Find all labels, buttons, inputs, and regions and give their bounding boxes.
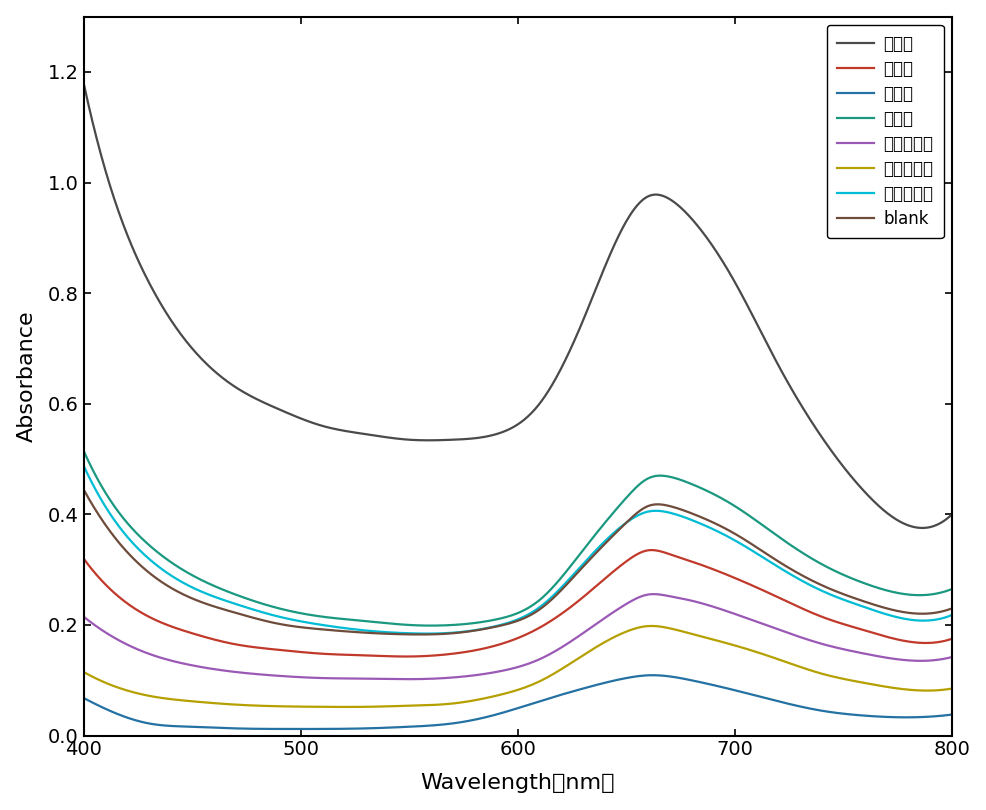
Line: 氯离子: 氯离子 [84,451,951,625]
组氨酸 [915,523,927,533]
渴离子 [645,545,657,555]
硫酸根离子 [647,589,659,599]
氯离子 [167,558,178,568]
硫酸根离子 [755,619,767,629]
碳酸根离子 [675,626,687,636]
Line: 渴离子: 渴离子 [84,550,951,657]
碳酸根离子 [755,649,767,659]
blank [770,556,782,565]
氟离子 [755,693,767,702]
硫酸根离子 [400,674,412,684]
渴离子 [771,592,783,602]
渴离子 [429,650,441,660]
Legend: 组氨酸, 渴离子, 氟离子, 氯离子, 硫酸根离子, 碳酸根离子, 确酸根离子, blank: 组氨酸, 渴离子, 氟离子, 氯离子, 硫酸根离子, 碳酸根离子, 确酸根离子,… [826,25,943,238]
碳酸根离子 [429,700,441,710]
确酸根离子 [674,511,686,521]
渴离子 [78,554,90,564]
硫酸根离子 [78,612,90,621]
blank [429,629,441,639]
组氨酸 [167,318,178,327]
blank [755,546,767,556]
组氨酸 [945,509,956,519]
氯离子 [674,475,686,484]
确酸根离子 [421,629,433,638]
渴离子 [167,622,178,632]
渴离子 [399,652,411,662]
渴离子 [675,553,687,563]
确酸根离子 [770,561,782,571]
氯离子 [425,620,437,630]
blank [167,584,178,594]
氯离子 [460,619,472,629]
氯离子 [945,584,956,594]
组氨酸 [673,202,685,211]
组氨酸 [770,356,782,366]
碳酸根离子 [945,684,956,693]
氯离子 [78,446,90,456]
Y-axis label: Absorbance: Absorbance [17,310,36,442]
硫酸根离子 [945,652,956,662]
确酸根离子 [78,461,90,471]
氟离子 [460,716,472,726]
碳酸根离子 [78,667,90,677]
Line: 氟离子: 氟离子 [84,676,951,729]
组氨酸 [428,436,440,446]
blank [945,603,956,613]
碳酸根离子 [645,621,657,631]
氯离子 [770,531,782,540]
碳酸根离子 [341,702,353,712]
组氨酸 [754,326,766,336]
硫酸根离子 [771,625,783,634]
氟离子 [167,721,178,731]
硫酸根离子 [460,671,472,681]
碳酸根离子 [460,697,472,706]
blank [460,627,472,637]
氟离子 [647,671,659,680]
确酸根离子 [167,571,178,581]
确酸根离子 [945,610,956,620]
碳酸根离子 [771,654,783,664]
Line: 碳酸根离子: 碳酸根离子 [84,626,951,707]
Line: 硫酸根离子: 硫酸根离子 [84,594,951,679]
硫酸根离子 [675,594,687,603]
渴离子 [460,647,472,657]
确酸根离子 [460,626,472,636]
组氨酸 [459,434,471,444]
氯离子 [755,519,767,529]
氟离子 [771,697,783,706]
确酸根离子 [755,552,767,561]
氟离子 [296,724,308,734]
Line: 确酸根离子: 确酸根离子 [84,466,951,633]
氟离子 [675,673,687,683]
硫酸根离子 [167,656,178,666]
Line: blank: blank [84,489,951,634]
blank [414,629,426,639]
碳酸根离子 [167,694,178,704]
渴离子 [755,585,767,595]
渴离子 [945,634,956,644]
确酸根离子 [429,629,441,638]
blank [78,484,90,494]
氟离子 [429,720,441,730]
Line: 组氨酸: 组氨酸 [84,83,951,528]
X-axis label: Wavelength（nm）: Wavelength（nm） [420,774,614,793]
氯离子 [429,620,441,630]
氟离子 [945,710,956,719]
组氨酸 [78,79,90,88]
氟离子 [78,693,90,703]
blank [674,505,686,514]
硫酸根离子 [429,674,441,684]
